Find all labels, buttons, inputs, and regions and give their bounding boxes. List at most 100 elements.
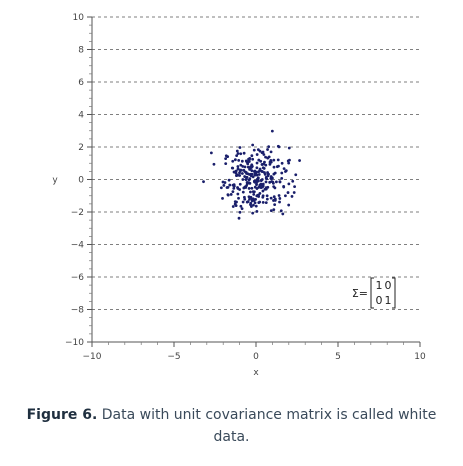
data-point [224, 157, 228, 160]
data-point [292, 191, 296, 194]
y-axis-label: y [52, 176, 58, 186]
y-tick-label: 0 [78, 176, 84, 186]
data-point [257, 170, 261, 174]
data-point [287, 182, 291, 186]
data-point [246, 165, 250, 169]
data-point [226, 193, 230, 197]
data-point [234, 204, 238, 207]
data-point [259, 179, 263, 182]
data-point [231, 183, 235, 187]
x-axis-label: x [253, 368, 259, 378]
data-point [242, 168, 245, 172]
y-tick-label: −6 [71, 273, 85, 283]
data-point [287, 146, 291, 150]
data-point [277, 194, 281, 197]
data-point [236, 165, 240, 168]
data-point [231, 205, 235, 208]
data-point [226, 155, 230, 159]
data-point [268, 180, 272, 184]
data-point [238, 210, 242, 214]
data-point [238, 182, 242, 186]
data-point [257, 201, 261, 205]
data-point [255, 153, 259, 156]
data-point [272, 158, 276, 162]
data-point [293, 185, 296, 189]
data-point [254, 179, 257, 183]
data-point [280, 176, 284, 180]
data-point [231, 159, 235, 163]
data-point [224, 162, 228, 166]
data-point [253, 201, 257, 205]
data-point [277, 164, 280, 168]
data-point [298, 159, 301, 162]
x-tick-label: 10 [414, 352, 426, 362]
data-point [245, 200, 249, 204]
data-point [222, 183, 226, 187]
data-point [263, 187, 267, 191]
data-point [209, 151, 213, 155]
data-point [248, 168, 251, 171]
data-point [272, 165, 276, 169]
data-point [238, 171, 241, 175]
data-point [248, 197, 251, 201]
covariance-annotation: Σ= 1 0 0 1 [352, 277, 396, 309]
data-point [278, 197, 282, 200]
data-point [272, 195, 276, 199]
data-point [287, 161, 291, 165]
data-point [248, 157, 251, 161]
data-point [264, 155, 267, 159]
y-tick-label: 10 [73, 13, 85, 23]
data-point [234, 171, 238, 175]
data-point [236, 192, 240, 196]
data-point [271, 181, 275, 185]
data-point [256, 176, 260, 180]
data-point [262, 167, 266, 170]
data-point [232, 186, 236, 190]
data-point [244, 186, 248, 189]
data-point [261, 195, 265, 199]
data-point [257, 186, 261, 189]
data-point [227, 178, 231, 182]
matrix-cell: 0 [385, 279, 392, 292]
data-point [244, 159, 248, 163]
data-point [258, 167, 262, 171]
data-point [239, 168, 243, 172]
y-tick-label: 6 [78, 78, 84, 88]
data-point [250, 186, 254, 190]
matrix-bracket-left [370, 277, 374, 309]
data-point [230, 166, 234, 170]
data-point [250, 154, 254, 158]
x-tick-label: 0 [253, 352, 259, 362]
data-point [245, 180, 249, 184]
data-point [235, 174, 238, 177]
data-point [243, 175, 247, 178]
data-point [242, 195, 246, 199]
data-point [270, 129, 274, 133]
data-point [229, 193, 233, 196]
data-point [252, 148, 256, 152]
data-point [264, 180, 268, 184]
data-point [261, 185, 264, 189]
data-point [276, 158, 280, 162]
data-point [254, 204, 258, 208]
data-point [219, 186, 223, 190]
data-point [266, 148, 269, 151]
y-tick-label: 8 [78, 46, 84, 56]
data-point [241, 165, 245, 168]
data-point [253, 185, 257, 189]
data-point [235, 154, 239, 158]
data-point [240, 172, 244, 175]
data-point [269, 175, 273, 178]
data-point [240, 207, 244, 211]
data-point [269, 209, 273, 213]
data-point [236, 187, 240, 190]
data-point [237, 196, 240, 200]
data-point [221, 180, 225, 184]
data-point [267, 145, 271, 149]
data-point [261, 150, 265, 154]
data-point [274, 180, 278, 184]
matrix-bracket-right [392, 277, 396, 309]
data-point [255, 183, 258, 187]
data-point [251, 157, 255, 161]
data-point [287, 203, 291, 207]
